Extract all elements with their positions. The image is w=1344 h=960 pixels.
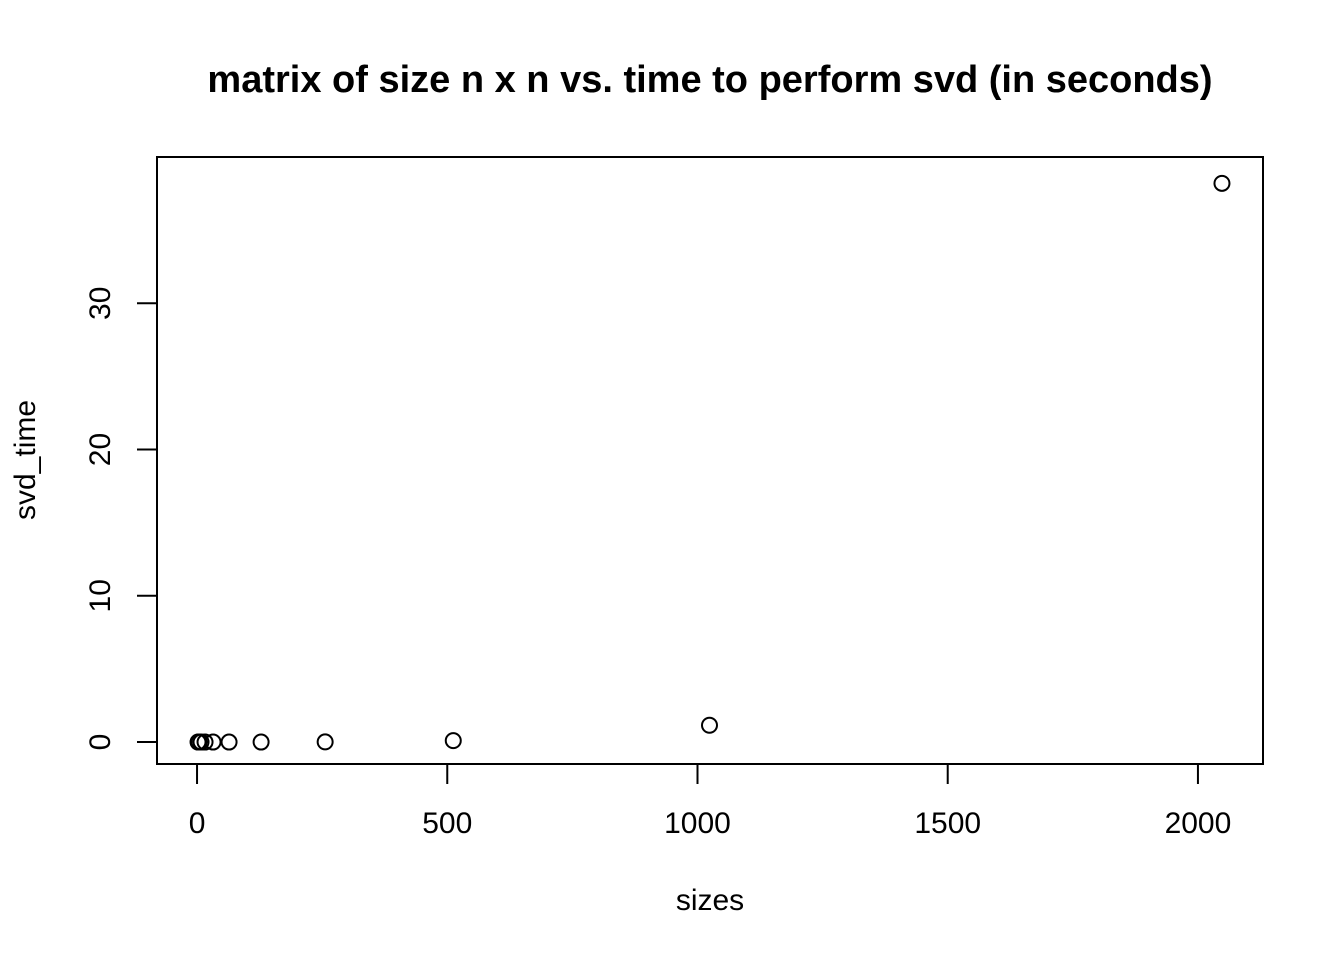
y-tick-label: 30: [84, 287, 117, 320]
y-tick-label: 20: [84, 433, 117, 466]
x-tick-label: 500: [422, 807, 472, 840]
data-point: [316, 733, 334, 751]
data-point: [204, 733, 222, 751]
x-tick-label: 1500: [914, 807, 981, 840]
data-point: [192, 733, 210, 751]
y-axis: 0 10 20 30: [84, 287, 158, 751]
data-point: [220, 733, 238, 751]
data-point: [196, 733, 214, 751]
data-point: [252, 733, 270, 751]
plot-box: [156, 156, 1264, 765]
data-point: [1213, 174, 1231, 192]
x-axis-label: sizes: [676, 884, 744, 917]
x-tick-label: 2000: [1165, 807, 1232, 840]
chart-title: matrix of size n x n vs. time to perform…: [207, 59, 1212, 101]
data-points: [189, 174, 1231, 751]
x-axis: 0 500 1000 1500 2000: [189, 763, 1232, 840]
y-axis-label: svd_time: [9, 400, 42, 520]
x-tick-label: 0: [189, 807, 206, 840]
y-tick-label: 0: [84, 734, 117, 751]
data-point: [700, 716, 718, 734]
data-point: [444, 732, 462, 750]
y-tick-label: 10: [84, 579, 117, 612]
x-tick-label: 1000: [664, 807, 731, 840]
